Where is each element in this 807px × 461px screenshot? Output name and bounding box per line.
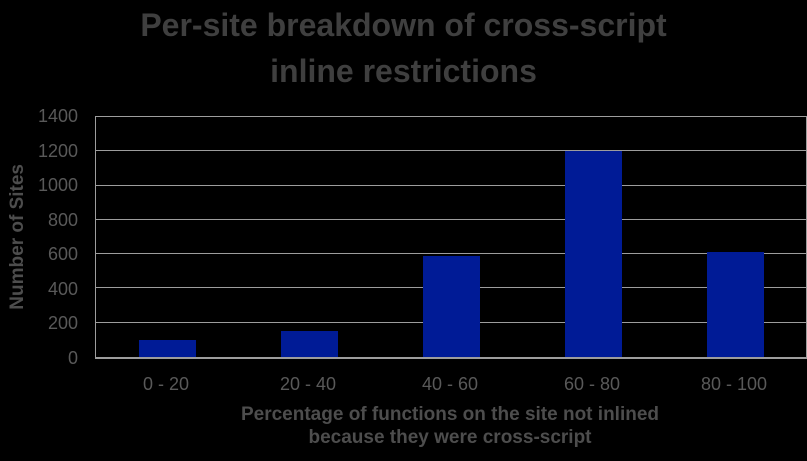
y-tick-label: 400 bbox=[47, 278, 78, 299]
bar bbox=[280, 331, 338, 357]
y-tick-label: 200 bbox=[47, 313, 78, 334]
y-tick-label: 800 bbox=[47, 209, 78, 230]
bar bbox=[564, 151, 622, 357]
x-tick-label: 0 - 20 bbox=[142, 374, 190, 394]
chart-title-line-2: inline restrictions bbox=[270, 53, 537, 89]
bar bbox=[706, 252, 764, 357]
x-axis-tick-labels: 0 - 20 20 - 40 40 - 60 60 - 80 80 - 100 bbox=[95, 374, 805, 396]
y-tick-label: 0 bbox=[67, 348, 78, 368]
y-axis-tick-labels: 0 200 400 600 800 1000 1200 1400 bbox=[0, 106, 78, 368]
y-tick-label: 1000 bbox=[37, 175, 78, 196]
gridline bbox=[96, 184, 806, 186]
x-tick-label: 80 - 100 bbox=[700, 374, 768, 394]
y-tick-label: 1200 bbox=[37, 140, 78, 161]
bar bbox=[422, 255, 480, 357]
x-axis-title: Percentage of functions on the site not … bbox=[95, 403, 805, 449]
x-tick-label: 20 - 40 bbox=[279, 374, 337, 394]
x-axis-title-line-1: Percentage of functions on the site not … bbox=[240, 404, 660, 425]
gridline bbox=[96, 253, 806, 255]
plot-area bbox=[95, 116, 807, 359]
bar bbox=[138, 339, 196, 357]
x-tick-label: 40 - 60 bbox=[421, 374, 479, 394]
y-tick-label: 600 bbox=[47, 244, 78, 265]
chart-title-line-1: Per-site breakdown of cross-script bbox=[140, 7, 667, 43]
gridline bbox=[96, 150, 806, 152]
gridline bbox=[96, 218, 806, 220]
chart-title: Per-site breakdown of cross-script inlin… bbox=[0, 2, 807, 94]
x-axis-title-line-2: because they were cross-script bbox=[308, 427, 592, 448]
y-tick-label: 1400 bbox=[37, 106, 78, 126]
x-tick-label: 60 - 80 bbox=[563, 374, 621, 394]
